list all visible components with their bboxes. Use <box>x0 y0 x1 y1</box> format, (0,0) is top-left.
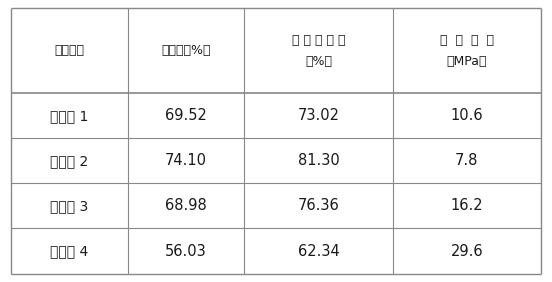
Text: 68.98: 68.98 <box>165 199 207 213</box>
Text: 29.6: 29.6 <box>450 244 483 259</box>
Text: 实施例 2: 实施例 2 <box>50 154 88 168</box>
Text: 69.52: 69.52 <box>165 108 207 123</box>
Text: 74.10: 74.10 <box>165 153 207 168</box>
Text: 73.02: 73.02 <box>298 108 339 123</box>
Text: 吸水率（%）: 吸水率（%） <box>161 44 211 57</box>
Text: 开 口 孔 隙 率
（%）: 开 口 孔 隙 率 （%） <box>291 34 345 68</box>
Text: 76.36: 76.36 <box>298 199 339 213</box>
Text: 实施例 1: 实施例 1 <box>50 109 88 123</box>
Text: 实施例 4: 实施例 4 <box>50 244 88 258</box>
Text: 81.30: 81.30 <box>298 153 339 168</box>
Text: 性能表征: 性能表征 <box>54 44 84 57</box>
Text: 16.2: 16.2 <box>450 199 483 213</box>
Text: 抗  弯  强  度
（MPa）: 抗 弯 强 度 （MPa） <box>440 34 494 68</box>
Text: 62.34: 62.34 <box>298 244 339 259</box>
Text: 56.03: 56.03 <box>165 244 207 259</box>
Text: 实施例 3: 实施例 3 <box>50 199 88 213</box>
Text: 10.6: 10.6 <box>450 108 483 123</box>
Text: 7.8: 7.8 <box>455 153 479 168</box>
